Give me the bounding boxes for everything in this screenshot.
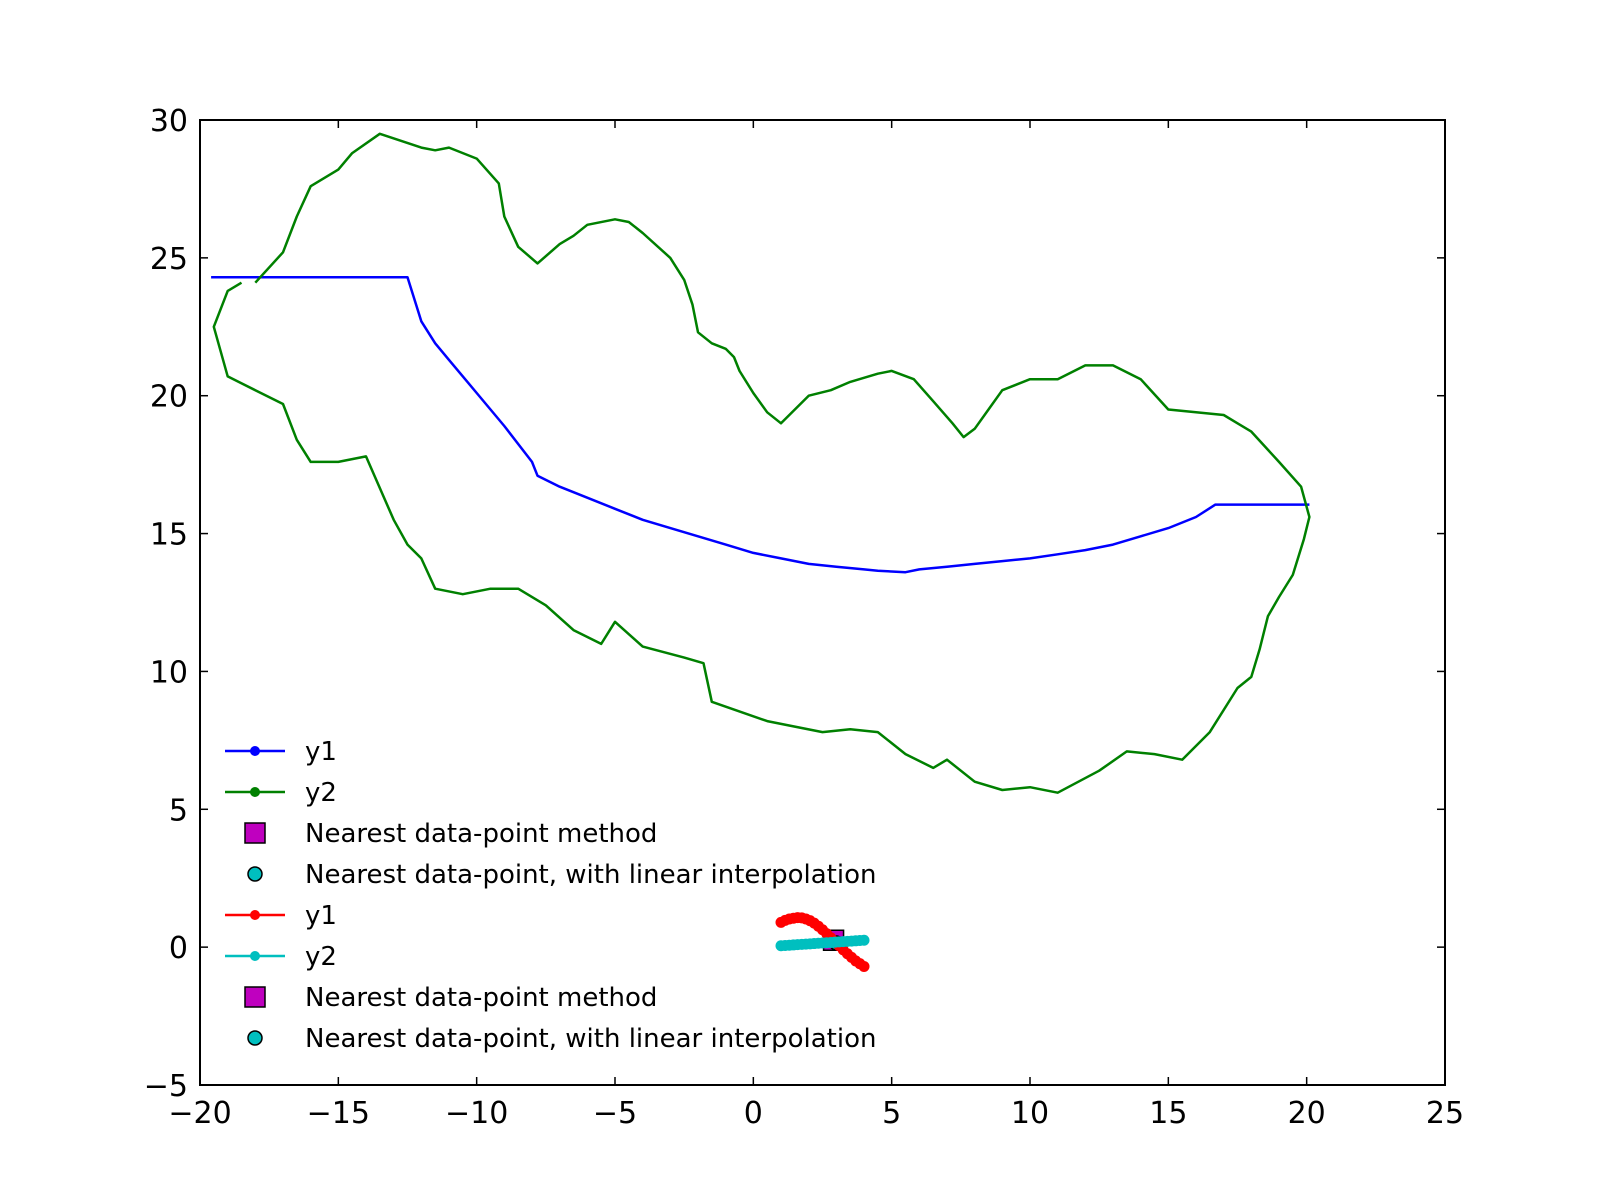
x-tick-label: 10 bbox=[1011, 1096, 1049, 1131]
y-tick-label: 10 bbox=[150, 655, 188, 690]
x-tick-label: −15 bbox=[307, 1096, 370, 1131]
x-tick-label: −20 bbox=[168, 1096, 231, 1131]
x-tick-label: −10 bbox=[445, 1096, 508, 1131]
legend-square-swatch bbox=[244, 986, 266, 1008]
legend-label: Nearest data-point method bbox=[305, 819, 657, 849]
x-tick-label: 20 bbox=[1288, 1096, 1326, 1131]
x-tick-label: 25 bbox=[1426, 1096, 1464, 1131]
legend-label: Nearest data-point, with linear interpol… bbox=[305, 1024, 876, 1054]
y-tick-label: 25 bbox=[150, 242, 188, 277]
legend-label: y1 bbox=[305, 737, 337, 767]
legend-circle-swatch bbox=[247, 866, 263, 882]
plot-frame bbox=[199, 119, 1446, 1086]
series-0-line bbox=[211, 275, 1310, 574]
x-tick-label: 5 bbox=[882, 1096, 901, 1131]
x-tick-label: 15 bbox=[1149, 1096, 1187, 1131]
series-layer bbox=[211, 132, 1311, 972]
legend-circle-swatch bbox=[247, 1030, 263, 1046]
legend-label: y2 bbox=[305, 778, 337, 808]
legend-square-swatch bbox=[244, 822, 266, 844]
y-tick-label: 0 bbox=[169, 931, 188, 966]
series-5-point bbox=[858, 934, 870, 946]
legend-label: Nearest data-point method bbox=[305, 983, 657, 1013]
legend-label: y2 bbox=[305, 942, 337, 972]
y-tick-label: 20 bbox=[150, 380, 188, 415]
legend-dot-swatch bbox=[250, 910, 260, 920]
y-tick-label: 5 bbox=[169, 793, 188, 828]
legend-dot-swatch bbox=[250, 951, 260, 961]
legend-label: Nearest data-point, with linear interpol… bbox=[305, 860, 876, 890]
y-tick-label: 15 bbox=[150, 518, 188, 553]
y-tick-label: −5 bbox=[144, 1069, 188, 1104]
legend-dot-swatch bbox=[250, 746, 260, 756]
y-tick-label: 30 bbox=[150, 104, 188, 139]
x-tick-label: 0 bbox=[744, 1096, 763, 1131]
axis-ticks: −20 −15 −10 −5 0 5 10 15 20 25 −5 0 5 10 15 20 25 30 bbox=[144, 104, 1464, 1131]
x-tick-label: −5 bbox=[593, 1096, 637, 1131]
legend-dot-swatch bbox=[250, 787, 260, 797]
series-4-point bbox=[858, 960, 870, 972]
series-1-line bbox=[212, 132, 1311, 794]
legend-label: y1 bbox=[305, 901, 337, 931]
legend: y1 y2 Nearest data-point method Nearest dat… bbox=[225, 737, 876, 1054]
